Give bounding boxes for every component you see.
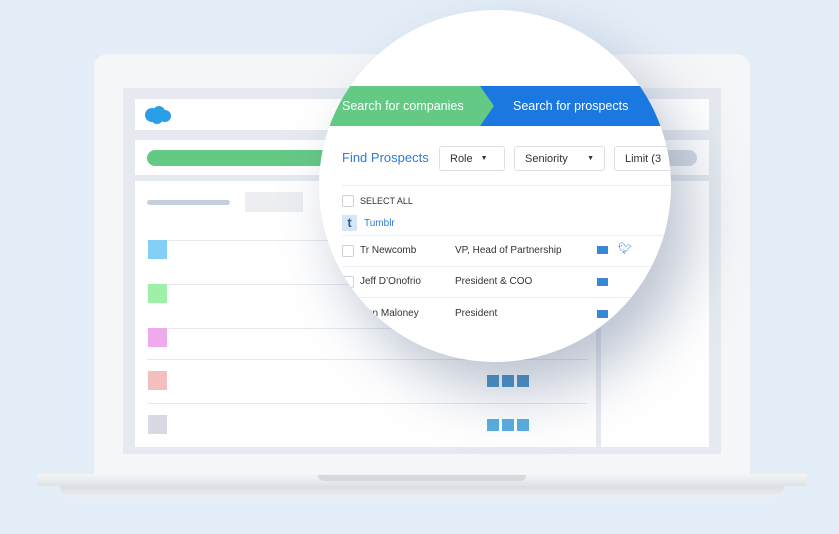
email-icon[interactable] — [597, 310, 608, 318]
prospect-name: Jeff D’Onofrio — [360, 276, 421, 287]
limit-dropdown[interactable]: Limit (3 — [614, 146, 671, 171]
magnifier-lens: Search for companies Search for prospect… — [319, 10, 671, 362]
select-all-label: SELECT ALL — [360, 196, 413, 206]
dropdown-label: Limit (3 — [625, 152, 662, 165]
caret-down-icon: ▼ — [587, 155, 594, 162]
action-blocks — [487, 418, 532, 436]
laptop-notch — [318, 475, 526, 481]
prospect-title: President — [455, 308, 498, 319]
prospect-title: President & COO — [455, 276, 533, 287]
dropdown-label: Seniority — [525, 152, 568, 165]
prospect-name: hn Maloney — [367, 308, 419, 319]
progress-bar — [147, 150, 337, 166]
select-all-checkbox[interactable] — [342, 195, 354, 207]
prospect-checkbox[interactable] — [342, 276, 354, 288]
twitter-icon[interactable]: 🐦︎ — [618, 243, 632, 255]
salesforce-cloud-icon — [145, 106, 171, 124]
action-blocks — [487, 374, 532, 392]
prospect-checkbox[interactable] — [342, 245, 354, 257]
caret-down-icon: ▼ — [480, 155, 488, 162]
prospect-title: VP, Head of Partnership — [455, 245, 562, 256]
list-item-color — [148, 415, 167, 434]
step-label: Search for prospects — [513, 99, 629, 113]
role-dropdown[interactable]: Role ▼ — [439, 146, 505, 171]
step-search-companies[interactable]: Search for companies — [319, 86, 495, 126]
step-search-prospects[interactable]: Search for prospects — [480, 86, 671, 126]
page-title: Find Prospects — [342, 150, 429, 165]
placeholder-button — [245, 192, 303, 212]
email-icon[interactable] — [597, 246, 608, 254]
prospect-name: Tr Newcomb — [360, 245, 417, 256]
list-item-color — [148, 240, 167, 259]
email-icon[interactable] — [597, 278, 608, 286]
list-item-color — [148, 284, 167, 303]
placeholder-bar — [147, 200, 230, 205]
tumblr-logo-icon: t — [342, 215, 357, 231]
dropdown-label: Role — [450, 152, 473, 165]
list-item-color — [148, 328, 167, 347]
step-label: Search for companies — [342, 99, 464, 113]
company-name[interactable]: Tumblr — [364, 218, 395, 229]
laptop-base-bottom — [60, 486, 784, 497]
list-item-color — [148, 371, 167, 390]
seniority-dropdown[interactable]: Seniority ▼ — [514, 146, 605, 171]
